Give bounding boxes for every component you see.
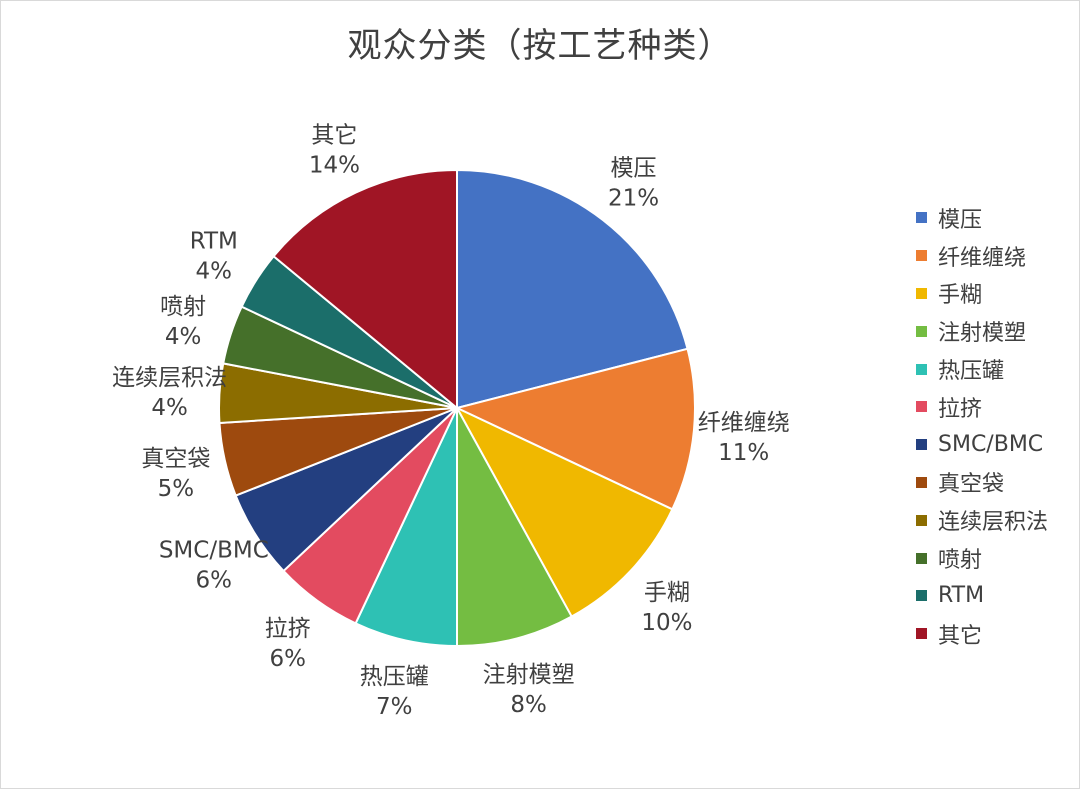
legend-item: 手糊	[916, 275, 1048, 313]
slice-label: 模压	[611, 155, 657, 181]
legend-label: 喷射	[938, 548, 983, 574]
legend-label: 连续层积法	[938, 510, 1049, 536]
legend-item: 真空袋	[916, 464, 1048, 502]
legend-swatch	[916, 552, 927, 564]
legend-label: 真空袋	[938, 472, 1005, 498]
slice-percent-label: 7%	[376, 694, 413, 720]
legend-item: 注射模塑	[916, 312, 1048, 350]
slice-label: 注射模塑	[483, 662, 575, 688]
legend-label: 拉挤	[938, 396, 983, 422]
legend-item: 其它	[916, 615, 1048, 653]
legend-label: 手糊	[938, 283, 983, 309]
pie-slice-11	[272, 168, 458, 411]
slice-label: SMC/BMC	[159, 537, 269, 563]
pie-slice-0	[456, 168, 689, 410]
legend-item: 连续层积法	[916, 501, 1048, 539]
slice-label: 纤维缠绕	[698, 410, 790, 436]
slice-label: 连续层积法	[112, 365, 227, 391]
slice-label: 热压罐	[360, 664, 429, 690]
legend-swatch	[916, 476, 927, 488]
legend-swatch	[916, 250, 927, 262]
pie-slices	[218, 168, 696, 648]
slice-percent-label: 10%	[641, 610, 692, 636]
slice-label: RTM	[190, 229, 238, 255]
slice-percent-label: 4%	[196, 259, 233, 285]
legend-swatch	[916, 287, 927, 299]
legend-swatch	[916, 363, 927, 375]
slice-percent-label: 11%	[718, 440, 769, 466]
legend: 模压纤维缠绕手糊注射模塑热压罐拉挤 SMC/BMC 真空袋连续层积法喷射 RTM 其它	[916, 199, 1048, 653]
legend-label: 纤维缠绕	[938, 245, 1027, 271]
legend-label: 热压罐	[938, 359, 1005, 385]
pie-slice-4	[354, 407, 458, 648]
legend-swatch	[916, 212, 927, 224]
slice-labels: 模压 21% 纤维缠绕 11% 手糊 10% 注射模塑 8% 热压罐 7% 拉挤 6% SMC/BMC 6…	[112, 122, 790, 720]
legend-item: SMC/BMC	[916, 426, 1048, 464]
legend-label: RTM	[938, 583, 985, 609]
slice-percent-label: 4%	[165, 324, 202, 350]
slice-percent-label: 6%	[196, 567, 233, 593]
legend-item: 拉挤	[916, 388, 1048, 426]
slice-label: 拉挤	[265, 616, 311, 642]
legend-swatch	[916, 590, 927, 602]
slice-percent-label: 6%	[269, 646, 306, 672]
legend-label: 其它	[938, 623, 983, 649]
pie-slice-3	[456, 407, 574, 648]
slice-label: 喷射	[160, 294, 206, 320]
slice-percent-label: 8%	[510, 692, 547, 718]
legend-item: RTM	[916, 577, 1048, 615]
slice-label: 手糊	[644, 580, 690, 606]
slice-label: 真空袋	[141, 446, 210, 472]
legend-label: SMC/BMC	[938, 432, 1044, 458]
legend-label: 模压	[938, 207, 983, 233]
legend-swatch	[916, 628, 927, 640]
legend-label: 注射模塑	[938, 321, 1027, 347]
legend-swatch	[916, 514, 927, 526]
legend-swatch	[916, 439, 927, 451]
slice-percent-label: 14%	[309, 152, 360, 178]
legend-item: 模压	[916, 199, 1048, 237]
legend-item: 热压罐	[916, 350, 1048, 388]
pie-slice-2	[454, 405, 674, 618]
legend-swatch	[916, 325, 927, 337]
legend-item: 喷射	[916, 539, 1048, 577]
legend-swatch	[916, 401, 927, 413]
chart-title: 观众分类（按工艺种类）	[347, 26, 733, 66]
slice-percent-label: 5%	[158, 476, 195, 502]
slice-percent-label: 21%	[608, 185, 659, 211]
pie-slice-1	[454, 347, 696, 511]
slice-percent-label: 4%	[151, 395, 188, 421]
slice-label: 其它	[311, 122, 357, 148]
legend-item: 纤维缠绕	[916, 237, 1048, 275]
